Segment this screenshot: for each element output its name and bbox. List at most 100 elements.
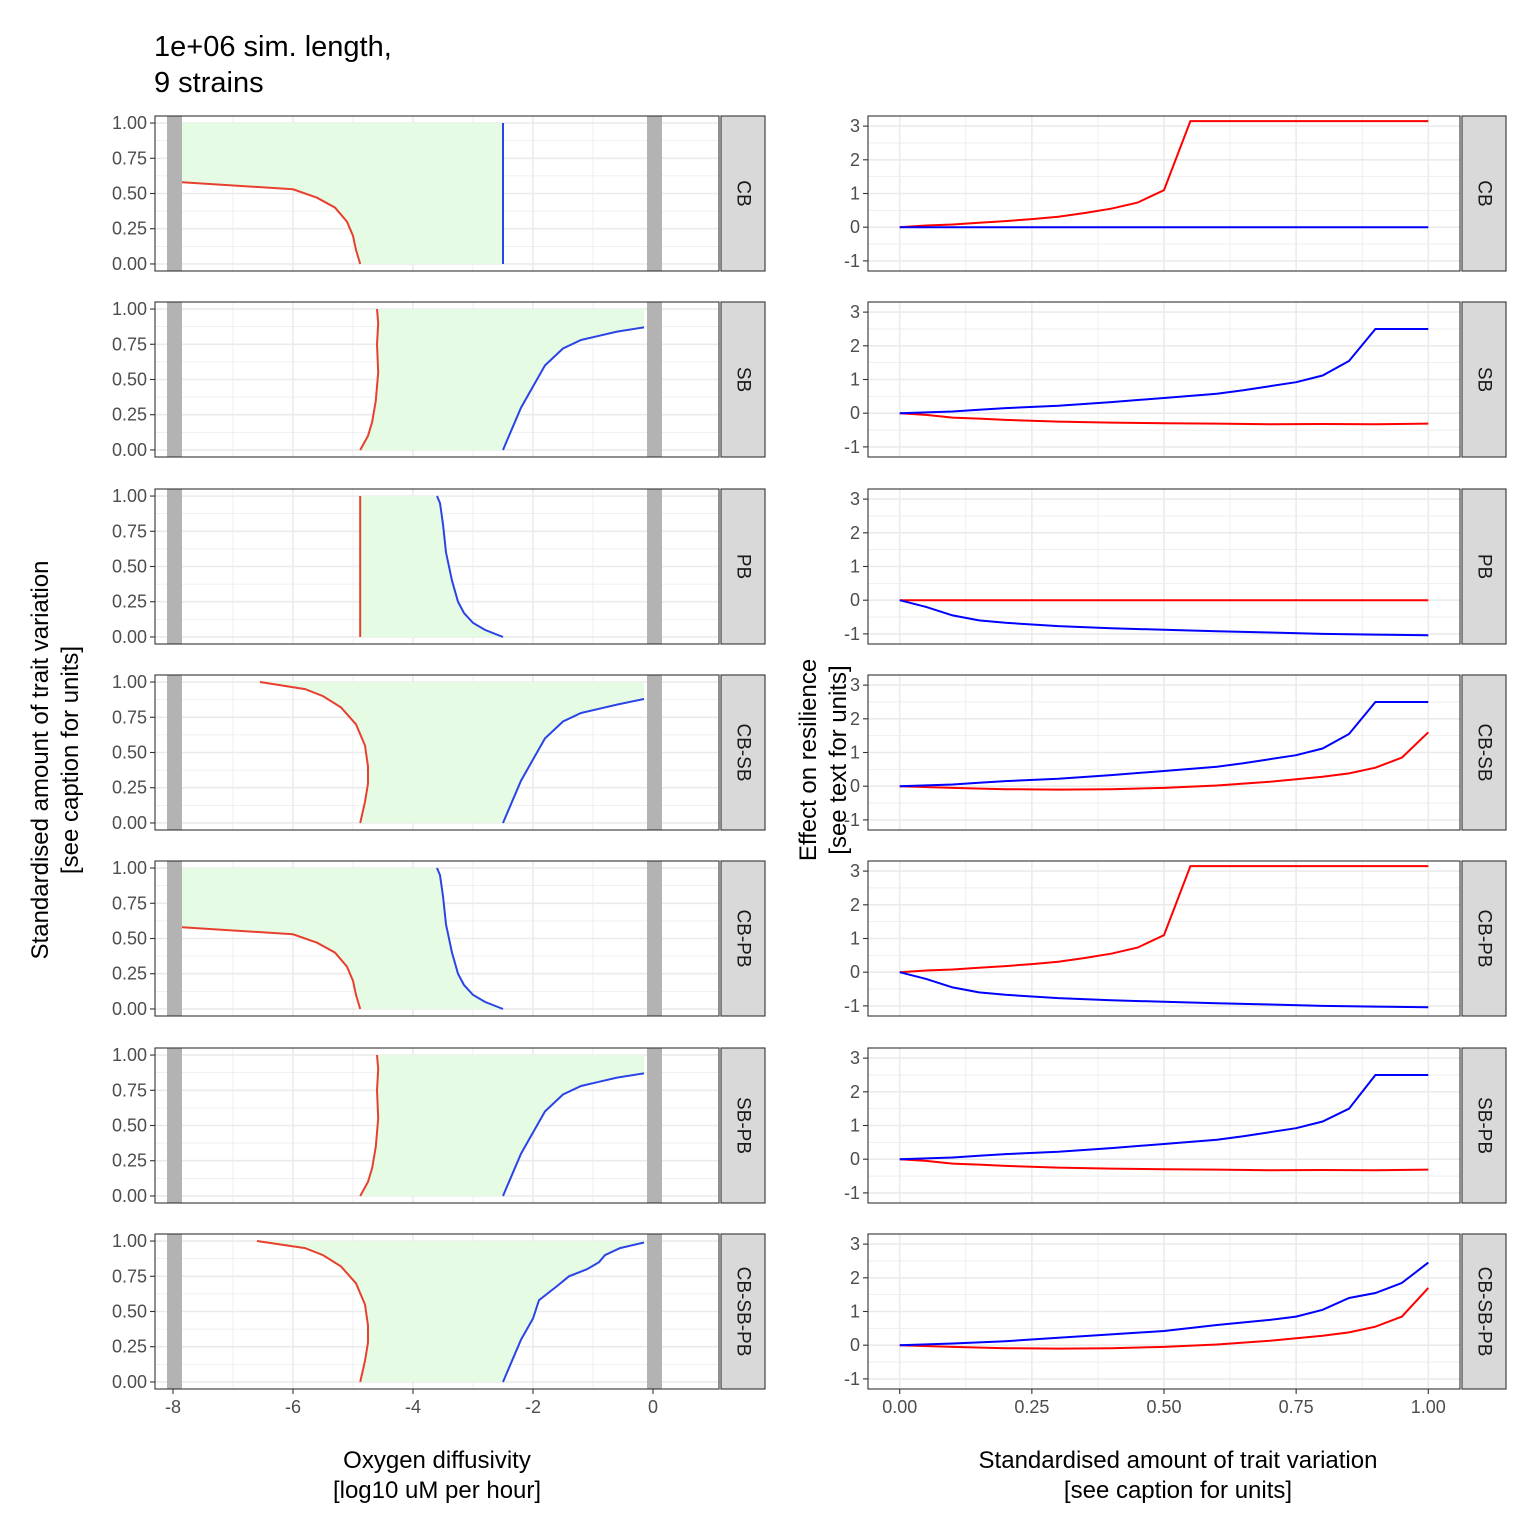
grey-band [647,1048,662,1203]
red-series-line [181,926,362,1010]
y-tick-label: 3 [850,489,860,509]
x-tick-label: 1.00 [1411,1397,1446,1417]
red-series-line [899,1287,1430,1350]
facet-pb: PB 0.00 0.25 0.50 0.75 1.00 [112,486,766,647]
y-tick-label: 2 [850,895,860,915]
facet-strip [720,115,766,272]
facet-label: CB-SB-PB [1474,1267,1495,1357]
facet-label: PB [1474,554,1495,579]
facet-cb-sb: CB-SB 0.00 0.25 0.50 0.75 1.00 [112,672,766,833]
blue-series-line [436,867,504,1010]
red-series-line [899,120,1429,229]
y-tick-label: 1 [850,1116,860,1136]
y-tick-label: 0.00 [112,440,147,460]
y-tick-label: 2 [850,709,860,729]
y-tick-label: 0.50 [112,1116,147,1136]
x-tick-label: 0.25 [1014,1397,1049,1417]
y-tick-label: 3 [850,116,860,136]
y-tick-label: 0 [850,1149,860,1169]
coexistence-region [360,309,644,450]
y-tick-label: 0.25 [112,405,147,425]
y-tick-label: 0.75 [112,1080,147,1100]
facet-sb: SB 0.00 0.25 0.50 0.75 1.00 [112,299,766,460]
facet-cb-sb: CB-SB -1 0 1 2 3 [844,674,1507,831]
right-y-axis-title: Effect on resilience [see text for units] [795,659,852,861]
x-tick-label: 0.00 [882,1397,917,1417]
red-series-line [899,865,1429,974]
facet-strip [1461,860,1507,1017]
y-tick-label: 3 [850,861,860,881]
y-tick-label: 2 [850,150,860,170]
blue-series-line [502,698,645,824]
y-tick-label: -1 [844,810,860,830]
facet-strip [720,301,766,458]
y-tick-label: 0.75 [112,1266,147,1286]
grey-band [167,302,182,457]
coexistence-region [260,682,644,823]
y-tick-label: -1 [844,996,860,1016]
right-chart: CB-10123SB-10123PB-10123CB-SB-10123CB-PB… [844,115,1507,1417]
y-tick-label: 0 [850,776,860,796]
y-tick-label: 1.00 [112,113,147,133]
facet-strip [1461,301,1507,458]
left-x-axis-title: Oxygen diffusivity [log10 uM per hour] [333,1447,541,1504]
facet-label: CB-PB [733,909,754,967]
y-tick-label: 0.25 [112,778,147,798]
facet-label: CB-SB-PB [733,1267,754,1357]
y-tick-label: 0.50 [112,1302,147,1322]
y-tick-label: 0 [850,403,860,423]
y-tick-label: 2 [850,336,860,356]
y-tick-label: 0.25 [112,964,147,984]
y-tick-label: 1.00 [112,672,147,692]
y-tick-label: 2 [850,523,860,543]
coexistence-region [360,496,503,637]
facet-strip [720,1233,766,1390]
coexistence-region [257,1241,644,1382]
facet-label: SB-PB [733,1097,754,1154]
y-tick-label: -1 [844,624,860,644]
left-chart: CB 0.00 0.25 0.50 0.75 1.00 SB 0.00 0.25 0.50 0.75… [112,113,766,1417]
facet-strip [1461,488,1507,645]
y-tick-label: 0.75 [112,707,147,727]
facet-label: SB [733,367,754,392]
y-tick-label: 0 [850,962,860,982]
grey-band [647,861,662,1016]
y-tick-label: 0.75 [112,521,147,541]
facet-label: CB-SB [1474,723,1495,781]
grey-band [167,489,182,644]
y-tick-label: 1.00 [112,1231,147,1251]
y-tick-label: 2 [850,1268,860,1288]
y-tick-label: 0.50 [112,184,147,204]
y-tick-label: 0.00 [112,1186,147,1206]
y-tick-label: 0.00 [112,813,147,833]
axis-titles: Oxygen diffusivity [log10 uM per hour] Sta… [27,561,1377,1504]
red-series-line [181,181,362,265]
grey-band [167,675,182,830]
y-tick-label: -1 [844,251,860,271]
y-tick-label: 0.25 [112,1337,147,1357]
blue-series-line [502,326,645,451]
facet-label: CB-PB [1474,909,1495,967]
y-tick-label: 0.25 [112,1151,147,1171]
y-tick-label: 1 [850,184,860,204]
red-series-line [259,681,369,824]
facet-strip [720,674,766,831]
y-tick-label: 0.50 [112,370,147,390]
facet-label: PB [733,554,754,579]
y-tick-label: 0.75 [112,334,147,354]
y-tick-label: 1 [850,557,860,577]
facet-sb-pb: SB-PB 0.00 0.25 0.50 0.75 1.00 [112,1045,766,1206]
facet-cb: CB -1 0 1 2 3 [844,115,1507,272]
grey-band [647,116,662,271]
blue-series-line [899,599,1429,637]
blue-series-line [899,701,1429,788]
y-tick-label: 0.50 [112,743,147,763]
facet-pb: PB -1 0 1 2 3 [844,488,1507,645]
blue-series-line [899,1261,1429,1347]
y-tick-label: -1 [844,1183,860,1203]
y-tick-label: 0 [850,590,860,610]
y-tick-label: 0.25 [112,592,147,612]
facet-strip [1461,115,1507,272]
blue-series-line [436,495,504,638]
